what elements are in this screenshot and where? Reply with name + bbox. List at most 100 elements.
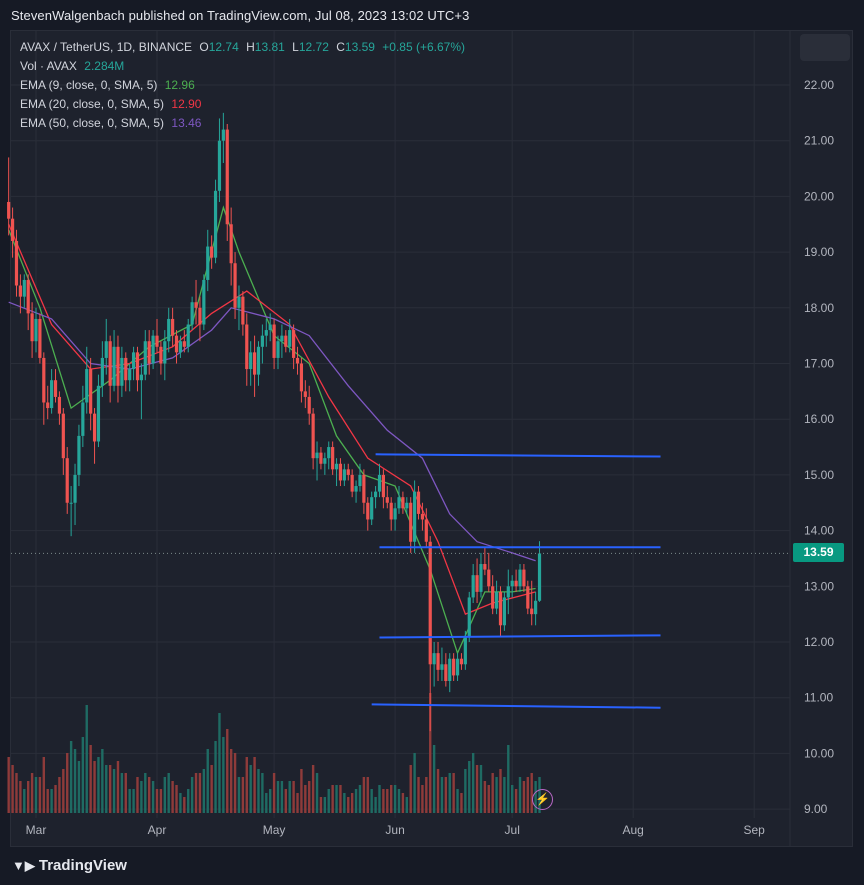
candle-body: [124, 357, 128, 381]
candle-body: [100, 357, 104, 386]
candle-body: [233, 263, 237, 308]
volume-bar: [206, 749, 209, 813]
candle-body: [452, 658, 456, 676]
volume-bar: [144, 773, 147, 813]
volume-bar: [460, 793, 463, 813]
legend-ema20-row[interactable]: EMA (20, close, 0, SMA, 5) 12.90: [20, 95, 465, 114]
candle-body: [92, 413, 97, 442]
candle-body: [135, 352, 140, 381]
y-tick-label: 14.00: [804, 524, 834, 538]
candle-body: [53, 380, 58, 397]
candle-body: [245, 324, 249, 370]
volume-bar: [167, 773, 170, 813]
volume-bar: [229, 749, 233, 813]
volume-bar: [233, 753, 237, 813]
candle-body: [514, 580, 518, 587]
ema20-label: EMA (20, close, 0, SMA, 5): [20, 97, 165, 111]
volume-bar: [190, 777, 194, 813]
volume-bar: [42, 757, 46, 813]
candle-body: [42, 357, 46, 403]
candle-body: [534, 600, 538, 615]
volume-bar: [444, 777, 448, 813]
volume-bar: [510, 785, 514, 813]
y-tick-label: 12.00: [804, 635, 834, 649]
candle-body: [159, 346, 163, 364]
volume-bar: [452, 773, 455, 813]
volume-bar: [522, 781, 526, 813]
candle-body: [385, 497, 389, 503]
brand-label: TradingView: [38, 857, 127, 874]
volume-bar: [343, 793, 346, 813]
volume-bar: [311, 765, 315, 813]
volume-bar: [77, 761, 81, 813]
candle-body: [397, 497, 401, 509]
volume-bar: [124, 773, 127, 813]
open-key: O: [199, 40, 209, 54]
y-tick-label: 18.00: [804, 301, 834, 315]
volume-bar: [54, 785, 57, 813]
volume-bar: [350, 793, 354, 813]
chart-menu-button[interactable]: [800, 34, 850, 61]
volume-bar: [112, 769, 116, 813]
volume-bar: [526, 777, 530, 813]
x-tick-label: May: [263, 823, 286, 837]
volume-bar: [401, 793, 405, 813]
candle-body: [10, 218, 15, 241]
volume-bar: [11, 765, 14, 813]
candle-body: [413, 491, 417, 542]
candle-body: [510, 580, 514, 587]
legend-ema9-row[interactable]: EMA (9, close, 0, SMA, 5) 12.96: [20, 76, 465, 95]
chart-area[interactable]: [10, 30, 853, 847]
volume-bar: [507, 745, 510, 813]
lightning-icon[interactable]: ⚡: [532, 789, 553, 810]
volume-bar: [300, 769, 303, 813]
volume-bar: [397, 789, 401, 813]
volume-bar: [386, 789, 389, 813]
candle-body: [401, 497, 405, 509]
volume-bar: [26, 781, 30, 813]
volume-bar: [222, 737, 225, 813]
candle-body: [389, 502, 393, 520]
legend-ema50-row[interactable]: EMA (50, close, 0, SMA, 5) 13.46: [20, 114, 465, 133]
volume-bar: [159, 789, 163, 813]
volume-bar: [323, 797, 327, 813]
volume-bar: [268, 789, 272, 813]
candle-body: [491, 586, 495, 609]
candle-body: [405, 502, 409, 509]
candle-body: [46, 402, 50, 409]
volume-bar: [366, 777, 369, 813]
candle-body: [206, 246, 210, 280]
candle-body: [334, 463, 339, 470]
candle-body: [116, 346, 120, 386]
ema50-label: EMA (50, close, 0, SMA, 5): [20, 116, 165, 130]
volume-bar: [249, 765, 252, 813]
candle-body: [65, 458, 69, 503]
volume-bar: [108, 765, 112, 813]
volume-bar: [81, 737, 85, 813]
volume-bar: [128, 789, 131, 813]
volume-bar: [491, 773, 494, 813]
publisher-line: StevenWalgenbach published on TradingVie…: [11, 8, 470, 23]
candle-body: [299, 363, 304, 392]
candle-body: [77, 435, 81, 475]
symbol-label[interactable]: AVAX / TetherUS, 1D, BINANCE: [20, 40, 193, 54]
candle-body: [362, 474, 366, 503]
candle-body: [444, 664, 448, 681]
chart-legend: AVAX / TetherUS, 1D, BINANCE O12.74 H13.…: [20, 38, 465, 133]
tradingview-brand[interactable]: ▼▶ TradingView: [12, 857, 127, 874]
volume-bar: [409, 765, 412, 813]
volume-bar: [73, 749, 77, 813]
y-tick-label: 17.00: [804, 357, 834, 371]
candle-body: [315, 452, 319, 459]
candle-body: [182, 341, 186, 347]
volume-bar: [456, 789, 459, 813]
candle-body: [190, 302, 194, 325]
candle-body: [14, 240, 19, 286]
candle-body: [288, 330, 292, 347]
volume-bar: [296, 793, 299, 813]
volume-bar: [19, 781, 22, 813]
candle-body: [526, 586, 530, 609]
volume-bar: [175, 785, 178, 813]
legend-volume-row[interactable]: Vol · AVAX 2.284M: [20, 57, 465, 76]
